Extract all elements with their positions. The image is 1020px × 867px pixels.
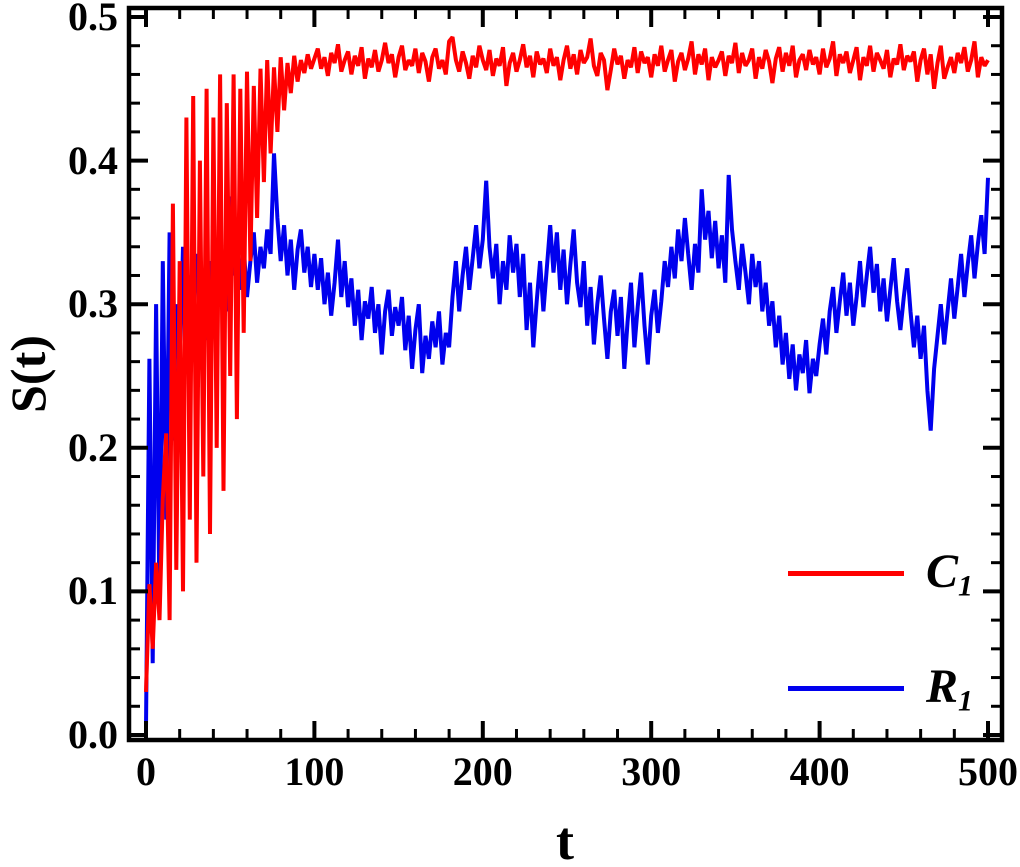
y-tick-label-0.5: 0.5 (68, 0, 118, 39)
y-tick-label-0.0: 0.0 (68, 712, 118, 757)
y-tick-label-0.4: 0.4 (68, 137, 118, 183)
legend-label-r1-text: R (926, 660, 959, 713)
x-tick-label-400: 400 (789, 749, 850, 794)
x-tick-label-100: 100 (284, 749, 345, 794)
x-tick-label-0: 0 (136, 749, 156, 794)
axis-ticks (131, 10, 1000, 738)
y-tick-label-0.1: 0.1 (68, 568, 118, 614)
legend-line-c1 (788, 571, 904, 576)
x-axis-title: t (556, 811, 574, 867)
y-tick-label-0.2: 0.2 (68, 424, 118, 470)
x-tick-label-300: 300 (621, 749, 682, 794)
series-lines (144, 35, 990, 728)
legend-line-r1 (788, 686, 904, 691)
y-axis-title: S(t) (0, 335, 56, 413)
legend-label-c1: C1 (926, 545, 1016, 601)
y-tick-label-0.3: 0.3 (68, 281, 118, 327)
legend-label-c1-subscript: 1 (958, 569, 973, 603)
legend-label-r1-subscript: 1 (958, 684, 973, 718)
x-tick-label-200: 200 (452, 749, 513, 794)
axes-frame (126, 5, 1005, 743)
x-tick-label-500: 500 (958, 749, 1018, 794)
legend-label-c1-text: C (926, 545, 959, 598)
legend-label-r1: R1 (926, 660, 1016, 716)
